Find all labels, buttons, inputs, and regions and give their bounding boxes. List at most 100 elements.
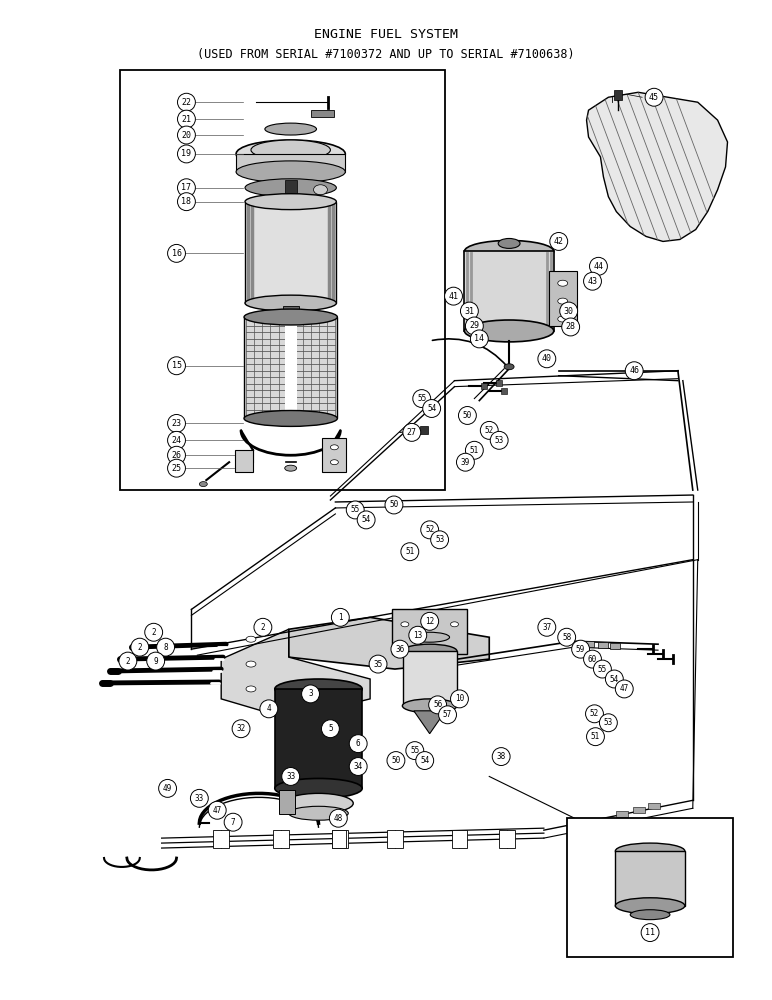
Bar (616, 811, 628, 817)
Circle shape (584, 650, 601, 668)
Bar (283, 306, 299, 320)
Circle shape (157, 638, 174, 656)
Ellipse shape (402, 644, 457, 658)
Text: 29: 29 (469, 321, 479, 330)
Text: 40: 40 (542, 354, 552, 363)
Text: 10: 10 (455, 694, 464, 703)
Circle shape (357, 511, 375, 529)
Bar (245, 202, 337, 303)
Ellipse shape (330, 460, 338, 465)
Circle shape (642, 924, 659, 942)
Circle shape (557, 628, 576, 646)
Circle shape (401, 543, 418, 561)
Circle shape (224, 813, 242, 831)
Text: 59: 59 (576, 645, 585, 654)
Circle shape (178, 145, 195, 163)
Ellipse shape (630, 910, 670, 920)
Text: 28: 28 (566, 322, 576, 331)
Ellipse shape (330, 445, 338, 450)
Circle shape (416, 752, 434, 769)
Circle shape (385, 496, 403, 514)
Bar (611, 643, 620, 649)
Bar (465, 251, 554, 331)
Bar (567, 818, 733, 957)
Circle shape (605, 670, 623, 688)
Text: 52: 52 (590, 709, 599, 718)
Circle shape (538, 618, 556, 636)
Bar (598, 642, 608, 648)
Circle shape (590, 257, 608, 275)
Text: 31: 31 (465, 307, 475, 316)
Bar (333, 830, 347, 848)
Ellipse shape (199, 482, 208, 487)
Circle shape (594, 660, 611, 678)
Text: 2: 2 (151, 628, 156, 637)
Text: 22: 22 (181, 98, 191, 107)
Bar (615, 90, 622, 100)
Text: 7: 7 (231, 818, 235, 827)
Text: 57: 57 (443, 710, 452, 719)
Circle shape (168, 244, 185, 262)
Circle shape (584, 272, 601, 290)
Text: 58: 58 (562, 633, 571, 642)
Text: 24: 24 (171, 436, 181, 445)
Circle shape (470, 330, 488, 348)
Text: 35: 35 (374, 660, 383, 669)
Text: 50: 50 (391, 756, 401, 765)
Circle shape (168, 431, 185, 449)
Circle shape (178, 93, 195, 111)
Bar (615, 851, 685, 906)
Circle shape (349, 758, 367, 775)
Text: 3: 3 (308, 689, 313, 698)
Text: 43: 43 (587, 277, 598, 286)
Text: 53: 53 (435, 535, 444, 544)
Circle shape (406, 742, 424, 760)
Ellipse shape (401, 622, 409, 627)
Bar (275, 689, 362, 788)
Text: 50: 50 (462, 411, 472, 420)
Ellipse shape (236, 140, 345, 168)
Circle shape (168, 357, 185, 375)
Circle shape (260, 700, 278, 718)
Bar (279, 790, 295, 814)
Circle shape (421, 612, 438, 630)
Bar (481, 383, 487, 389)
Text: 51: 51 (405, 547, 415, 556)
Text: 26: 26 (171, 451, 181, 460)
Text: 39: 39 (461, 458, 470, 467)
Text: 27: 27 (407, 428, 417, 437)
Ellipse shape (244, 410, 337, 426)
Bar (584, 641, 594, 647)
Text: 37: 37 (542, 623, 551, 632)
Circle shape (302, 685, 320, 703)
Circle shape (208, 801, 226, 819)
Ellipse shape (402, 699, 457, 713)
Text: 13: 13 (413, 631, 422, 640)
Bar (496, 380, 502, 386)
Text: 36: 36 (395, 645, 405, 654)
Circle shape (560, 302, 577, 320)
Circle shape (428, 696, 446, 714)
Text: 54: 54 (420, 756, 429, 765)
Circle shape (625, 362, 643, 380)
Bar (285, 180, 296, 200)
Text: 54: 54 (610, 674, 619, 684)
Ellipse shape (285, 465, 296, 471)
Text: 2: 2 (137, 643, 142, 652)
Polygon shape (587, 92, 727, 241)
Circle shape (191, 789, 208, 807)
Text: 48: 48 (334, 814, 343, 823)
Text: 30: 30 (564, 307, 574, 316)
Text: 38: 38 (496, 752, 506, 761)
Text: 60: 60 (588, 655, 597, 664)
Circle shape (369, 655, 387, 673)
Text: 25: 25 (171, 464, 181, 473)
Text: 54: 54 (361, 515, 371, 524)
Circle shape (490, 431, 508, 449)
Text: 53: 53 (604, 718, 613, 727)
Circle shape (168, 459, 185, 477)
Ellipse shape (410, 632, 449, 642)
Text: 46: 46 (629, 366, 639, 375)
Text: 2: 2 (261, 623, 266, 632)
Text: 6: 6 (356, 739, 361, 748)
